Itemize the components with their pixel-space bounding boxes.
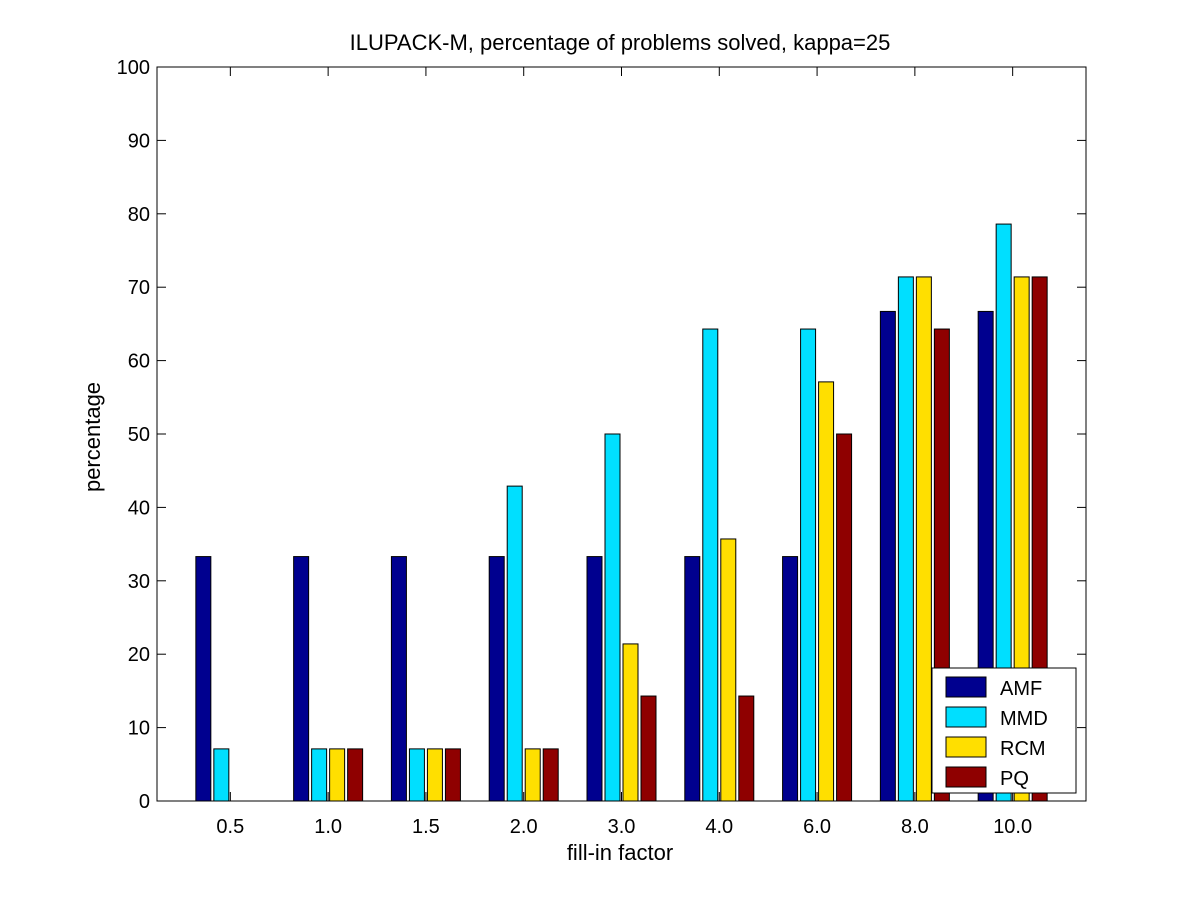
legend-swatch-rcm [945, 736, 987, 758]
bar-rcm-1.5 [426, 748, 443, 802]
bar-rcm-6.0 [818, 381, 835, 802]
x-tick-label: 6.0 [803, 816, 831, 838]
y-tick-label: 30 [128, 571, 150, 593]
tick-labels: 0 10 20 30 40 50 60 70 80 90 100 0.5 1.0 1.5 2.0 3.0 4.0… [117, 57, 1033, 838]
y-tick-label: 0 [139, 791, 150, 813]
y-tick-label: 40 [128, 497, 150, 519]
y-tick-label: 60 [128, 351, 150, 373]
bar-amf-4.0 [684, 556, 701, 802]
y-tick-label: 50 [128, 424, 150, 446]
legend: AMF MMD RCM PQ [931, 667, 1077, 794]
y-tick-label: 100 [117, 57, 150, 79]
legend-swatch-pq [945, 766, 987, 788]
bar-pq-6.0 [836, 433, 853, 802]
bar-amf-1.5 [390, 556, 407, 802]
bar-amf-2.0 [488, 556, 505, 802]
bar-rcm-8.0 [915, 276, 932, 802]
bar-pq-2.0 [542, 748, 559, 802]
y-tick-label: 70 [128, 277, 150, 299]
x-tick-label: 3.0 [608, 816, 636, 838]
bar-mmd-1.0 [311, 748, 328, 802]
bar-mmd-2.0 [506, 485, 523, 802]
y-tick-label: 10 [128, 718, 150, 740]
bar-rcm-1.0 [329, 748, 346, 802]
x-tick-label: 2.0 [510, 816, 538, 838]
x-tick-label: 1.0 [314, 816, 342, 838]
bar-amf-1.0 [293, 556, 310, 802]
y-axis-label: percentage [80, 382, 105, 492]
bar-pq-1.0 [347, 748, 364, 802]
bar-mmd-6.0 [800, 328, 817, 802]
x-tick-label: 4.0 [705, 816, 733, 838]
legend-label-mmd: MMD [1000, 708, 1048, 730]
bar-amf-3.0 [586, 556, 603, 802]
bar-rcm-3.0 [622, 643, 639, 802]
x-axis-label: fill-in factor [567, 840, 673, 865]
x-tick-label: 0.5 [216, 816, 244, 838]
bar-amf-0.5 [195, 556, 212, 802]
legend-label-amf: AMF [1000, 678, 1042, 700]
legend-label-rcm: RCM [1000, 738, 1046, 760]
bar-mmd-0.5 [213, 748, 230, 802]
bar-mmd-3.0 [604, 433, 621, 802]
bar-amf-6.0 [782, 556, 799, 802]
bar-pq-4.0 [738, 695, 755, 802]
x-tick-label: 1.5 [412, 816, 440, 838]
bar-pq-3.0 [640, 695, 657, 802]
legend-swatch-mmd [945, 706, 987, 728]
x-tick-label: 8.0 [901, 816, 929, 838]
bar-pq-1.5 [444, 748, 461, 802]
legend-label-pq: PQ [1000, 768, 1029, 790]
chart-title: ILUPACK-M, percentage of problems solved… [350, 30, 891, 55]
bar-mmd-1.5 [408, 748, 425, 802]
bar-mmd-4.0 [702, 328, 719, 802]
bar-rcm-2.0 [524, 748, 541, 802]
y-tick-label: 20 [128, 644, 150, 666]
bar-mmd-8.0 [897, 276, 914, 802]
axes [156, 66, 1087, 802]
x-tick-label: 10.0 [993, 816, 1032, 838]
legend-swatch-amf [945, 676, 987, 698]
y-tick-label: 80 [128, 204, 150, 226]
y-tick-label: 90 [128, 130, 150, 152]
bar-rcm-4.0 [720, 538, 737, 802]
bar-amf-8.0 [879, 310, 896, 802]
